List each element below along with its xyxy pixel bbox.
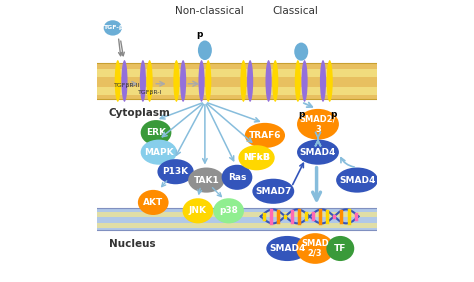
Ellipse shape <box>141 140 177 165</box>
Ellipse shape <box>115 60 121 102</box>
Text: TGF-β: TGF-β <box>102 25 123 30</box>
Ellipse shape <box>297 140 339 165</box>
Ellipse shape <box>238 145 275 170</box>
Text: TGFβR-II: TGFβR-II <box>114 83 140 88</box>
Text: SMAD2/
3: SMAD2/ 3 <box>300 115 336 134</box>
Bar <box>97 87 377 95</box>
Bar <box>97 212 377 217</box>
Ellipse shape <box>266 236 308 261</box>
Text: p: p <box>196 30 202 39</box>
Ellipse shape <box>104 20 122 36</box>
Text: Cytoplasm: Cytoplasm <box>109 108 171 118</box>
Text: p38: p38 <box>219 206 238 215</box>
Ellipse shape <box>198 41 212 60</box>
Ellipse shape <box>141 120 172 145</box>
Text: p: p <box>330 110 337 119</box>
Ellipse shape <box>297 109 339 140</box>
Ellipse shape <box>138 190 169 215</box>
Text: Non-classical: Non-classical <box>175 6 244 16</box>
Ellipse shape <box>301 60 308 102</box>
Ellipse shape <box>180 60 186 102</box>
Text: TAK1: TAK1 <box>193 176 219 185</box>
Text: SMAD4: SMAD4 <box>269 244 305 253</box>
Ellipse shape <box>327 60 333 102</box>
Ellipse shape <box>327 236 354 261</box>
Ellipse shape <box>173 60 180 102</box>
Text: P13K: P13K <box>163 167 189 176</box>
Ellipse shape <box>247 60 253 102</box>
Text: ERK: ERK <box>146 128 166 137</box>
Bar <box>97 63 377 99</box>
Text: MAPK: MAPK <box>144 148 173 157</box>
Bar <box>97 208 377 230</box>
Text: Nucleus: Nucleus <box>109 239 155 249</box>
Ellipse shape <box>222 165 252 190</box>
Ellipse shape <box>294 43 308 61</box>
Ellipse shape <box>296 233 334 264</box>
Text: TF: TF <box>334 244 346 253</box>
Text: SMAD4: SMAD4 <box>339 176 375 185</box>
Text: TRAF6: TRAF6 <box>249 131 281 140</box>
Ellipse shape <box>157 159 194 184</box>
Text: TGFβR-I: TGFβR-I <box>138 90 163 95</box>
Ellipse shape <box>336 168 378 193</box>
Text: NFkB: NFkB <box>243 153 270 162</box>
Ellipse shape <box>205 60 211 102</box>
Text: NFκB: NFκB <box>243 153 270 162</box>
Ellipse shape <box>320 60 326 102</box>
Ellipse shape <box>272 60 278 102</box>
Text: AKT: AKT <box>143 198 164 207</box>
Ellipse shape <box>188 168 224 193</box>
Ellipse shape <box>245 123 285 148</box>
Ellipse shape <box>252 179 294 204</box>
Text: Ras: Ras <box>228 173 246 182</box>
Bar <box>97 223 377 228</box>
Text: SMAD4: SMAD4 <box>300 148 336 157</box>
Ellipse shape <box>265 60 272 102</box>
Ellipse shape <box>295 60 301 102</box>
Ellipse shape <box>182 198 213 223</box>
Ellipse shape <box>213 198 244 223</box>
Text: SMAD7: SMAD7 <box>255 187 292 196</box>
Ellipse shape <box>199 60 205 102</box>
Text: SMAD
2/3: SMAD 2/3 <box>301 239 329 258</box>
Text: JNK: JNK <box>189 206 207 215</box>
Ellipse shape <box>121 60 128 102</box>
Ellipse shape <box>146 60 153 102</box>
Text: p: p <box>298 110 304 119</box>
Text: Classical: Classical <box>273 6 319 16</box>
Ellipse shape <box>140 60 146 102</box>
Ellipse shape <box>240 60 246 102</box>
Bar <box>97 69 377 77</box>
